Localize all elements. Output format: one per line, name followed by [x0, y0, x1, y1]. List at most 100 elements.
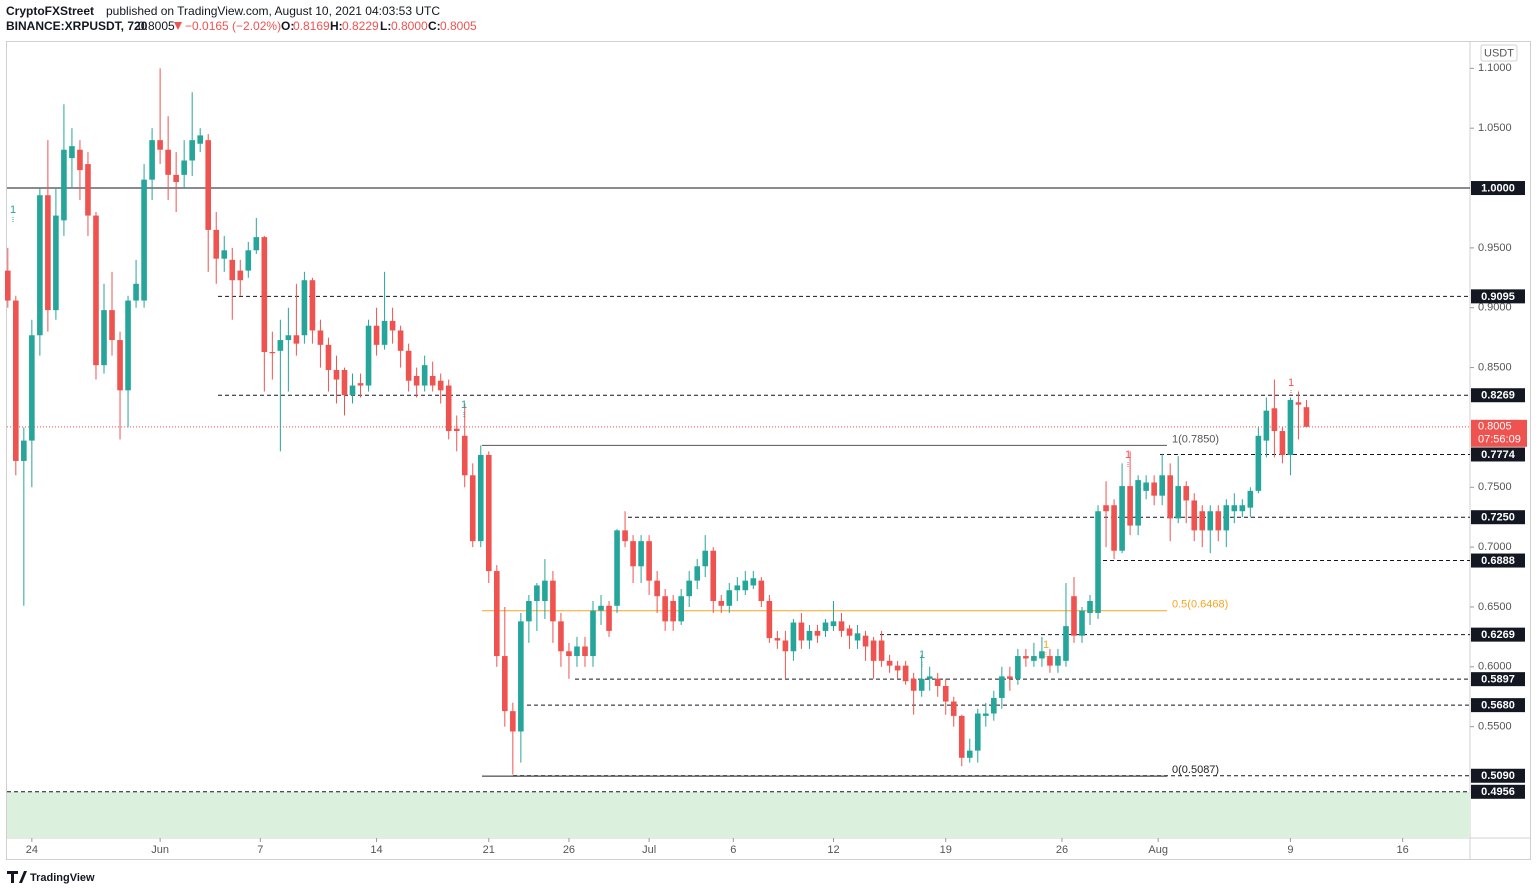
candle-body — [165, 149, 171, 175]
candle-body — [341, 369, 348, 396]
candle-body — [1231, 505, 1238, 512]
candle-body — [1071, 596, 1077, 636]
candle-body — [1031, 656, 1037, 661]
candle-body — [566, 651, 572, 657]
candle-body — [838, 621, 845, 631]
change: −0.0165 (−2.02%) — [185, 19, 281, 33]
candle-body — [29, 335, 35, 441]
candle-body — [301, 280, 308, 336]
candle-body — [942, 685, 949, 702]
candle-body — [710, 550, 717, 601]
candle-body — [1143, 482, 1149, 491]
candle-body — [662, 596, 668, 622]
candle-body — [798, 622, 805, 641]
level-price-label: 0.6269 — [1481, 629, 1515, 641]
level-price-box — [1471, 388, 1525, 403]
candle-body — [349, 385, 356, 396]
candle-body — [742, 580, 749, 591]
level-price-label: 0.9095 — [1481, 291, 1515, 303]
candle-body — [189, 140, 195, 161]
publisher: CryptoFXStreet — [6, 4, 94, 18]
candle-body — [293, 335, 300, 344]
level-price-box — [1471, 627, 1525, 642]
level-price-label: 0.8269 — [1481, 390, 1515, 402]
candle-body — [582, 646, 588, 657]
candle-body — [13, 300, 19, 461]
candle-body — [213, 229, 220, 259]
candle-body — [806, 630, 813, 641]
countdown: 07:56:09 — [1478, 434, 1521, 446]
candle-body — [469, 475, 476, 542]
candle-body — [1103, 505, 1109, 512]
candle-body — [493, 571, 500, 657]
candle-body — [1247, 490, 1254, 508]
o-label: O: — [281, 19, 294, 33]
level-price-box — [1471, 768, 1525, 783]
candle-body — [445, 385, 452, 432]
candle-body — [317, 330, 324, 345]
candle-body — [61, 149, 67, 221]
candle-body — [85, 164, 91, 216]
candle-body — [590, 610, 596, 657]
candle-body — [157, 140, 163, 150]
last-price-label: 0.8005 — [1478, 421, 1512, 433]
candle-body — [1199, 511, 1206, 531]
candle-body — [510, 711, 516, 732]
candle-body — [974, 713, 981, 751]
candle-body — [477, 454, 484, 542]
published: published on TradingView.com, August 10,… — [106, 4, 440, 18]
candle-body — [598, 605, 604, 611]
candle-body — [766, 600, 773, 639]
candle-body — [670, 600, 676, 622]
candle-body — [878, 640, 885, 661]
candle-body — [149, 140, 155, 180]
candle-body — [101, 310, 107, 366]
x-tick-label: 12 — [827, 844, 839, 856]
symbol: BINANCE:XRPUSDT, 720 — [6, 19, 148, 33]
zone — [7, 791, 1470, 838]
candle-body — [950, 701, 957, 716]
plot-area: 1(0.7850) 0.5(0.6468) 0(0.5087) 1 1 1 1 1 1 — [4, 68, 1470, 838]
candle-body — [309, 280, 316, 331]
candle-body — [485, 454, 492, 572]
candle-body — [221, 250, 228, 259]
candle-body — [429, 375, 436, 386]
x-tick-label: 26 — [1056, 844, 1068, 856]
level-price-label: 0.5680 — [1481, 700, 1515, 712]
candle-body — [926, 676, 933, 679]
candle-body — [534, 585, 540, 601]
y-tick-label: 0.5500 — [1478, 721, 1512, 733]
candle-body — [862, 635, 869, 647]
candle-body — [1271, 408, 1278, 432]
x-tick-label: 19 — [940, 844, 952, 856]
candle-body — [574, 646, 580, 657]
candle-body — [1287, 399, 1294, 455]
x-tick-label: 24 — [26, 844, 38, 856]
c-value: 0.8005 — [440, 19, 477, 33]
candle-body — [1023, 656, 1029, 659]
candle-body — [1279, 431, 1286, 455]
candle-body — [894, 665, 901, 671]
y-tick-label: 0.7000 — [1478, 541, 1512, 553]
candle-body — [550, 580, 556, 622]
x-tick-label: 16 — [1397, 844, 1409, 856]
candle-body — [1215, 511, 1222, 531]
signal-label: 1 — [461, 399, 467, 411]
candle-body — [1015, 656, 1021, 679]
x-tick-label: Jul — [642, 844, 656, 856]
candle-body — [37, 195, 43, 336]
candle-body — [1303, 407, 1310, 427]
o-value: 0.8169 — [293, 19, 330, 33]
candle-body — [774, 638, 781, 641]
candle-body — [1095, 511, 1101, 613]
candle-body — [1159, 475, 1165, 496]
candle-body — [285, 335, 292, 341]
candle-body — [453, 428, 460, 432]
candle-body — [518, 621, 524, 732]
currency: USDT — [1484, 47, 1514, 59]
x-tick-label: 21 — [483, 844, 495, 856]
candle-body — [790, 622, 797, 652]
candle-body — [45, 195, 51, 311]
candle-body — [630, 541, 636, 567]
candle-body — [381, 320, 388, 345]
